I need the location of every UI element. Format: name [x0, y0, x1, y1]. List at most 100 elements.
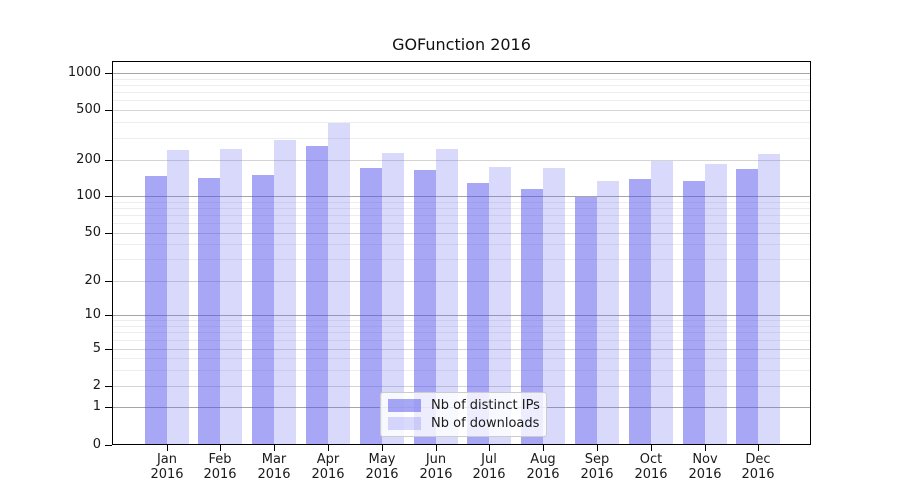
gridline-8 — [113, 326, 810, 327]
x-tick-mark-apr — [328, 445, 329, 451]
bar-feb-distinct-ips — [198, 178, 220, 444]
legend-row-downloads: Nb of downloads — [388, 416, 546, 431]
x-tick-month: Sep — [584, 452, 610, 467]
y-tick-mark-20 — [105, 281, 112, 282]
y-tick-label-2: 2 — [92, 378, 101, 393]
legend-row-distinct-ips: Nb of distinct IPs — [388, 398, 546, 413]
y-tick-label-0: 0 — [92, 437, 101, 452]
x-tick-year: 2016 — [203, 467, 237, 482]
bars-layer — [113, 62, 810, 444]
bar-aug-distinct-ips — [521, 189, 543, 444]
x-tick-label-nov: Nov 2016 — [673, 452, 737, 482]
bar-oct-downloads — [651, 161, 673, 444]
x-tick-mark-nov — [705, 445, 706, 451]
x-tick-label-feb: Feb 2016 — [188, 452, 252, 482]
gridline-700 — [113, 92, 810, 93]
gridline-100 — [113, 196, 810, 197]
x-tick-year: 2016 — [741, 467, 775, 482]
gridline-800 — [113, 85, 810, 86]
y-tick-mark-2 — [105, 386, 112, 387]
plot-area: Nb of distinct IPs Nb of downloads — [112, 61, 811, 445]
x-tick-year: 2016 — [365, 467, 399, 482]
gridline-90 — [113, 202, 810, 203]
x-tick-label-jun: Jun 2016 — [404, 452, 468, 482]
x-tick-mark-jul — [489, 445, 490, 451]
x-tick-month: May — [368, 452, 396, 467]
bar-apr-distinct-ips — [306, 146, 328, 444]
legend-label-distinct-ips: Nb of distinct IPs — [431, 398, 540, 413]
gridline-60 — [113, 223, 810, 224]
bar-sep-distinct-ips — [575, 197, 597, 444]
x-tick-label-aug: Aug 2016 — [511, 452, 575, 482]
gridline-5 — [113, 349, 810, 350]
x-tick-year: 2016 — [311, 467, 345, 482]
y-tick-label-10: 10 — [84, 307, 101, 322]
bar-jan-distinct-ips — [145, 176, 167, 444]
bar-mar-distinct-ips — [252, 175, 274, 444]
x-tick-year: 2016 — [580, 467, 614, 482]
bar-jun-downloads — [436, 149, 458, 444]
legend-swatch-downloads — [388, 417, 421, 430]
bar-jul-distinct-ips — [467, 183, 489, 444]
x-tick-month: Apr — [316, 452, 340, 467]
x-tick-mark-jun — [436, 445, 437, 451]
x-tick-year: 2016 — [257, 467, 291, 482]
x-tick-month: Jul — [481, 452, 497, 467]
gridline-50 — [113, 233, 810, 234]
gridline-400 — [113, 122, 810, 123]
gridline-600 — [113, 100, 810, 101]
bar-dec-distinct-ips — [736, 169, 758, 444]
x-tick-label-jan: Jan 2016 — [135, 452, 199, 482]
x-tick-month: Jun — [425, 452, 447, 467]
bar-feb-downloads — [220, 149, 242, 444]
y-tick-mark-1000 — [105, 73, 112, 74]
x-tick-mark-may — [382, 445, 383, 451]
bar-aug-downloads — [543, 168, 565, 444]
bar-nov-distinct-ips — [683, 181, 705, 444]
gridline-7 — [113, 332, 810, 333]
y-tick-mark-0 — [105, 445, 112, 446]
bar-jan-downloads — [167, 150, 189, 444]
x-tick-mark-dec — [758, 445, 759, 451]
gridline-30 — [113, 259, 810, 260]
x-tick-month: Jan — [156, 452, 178, 467]
x-tick-month: Aug — [530, 452, 556, 467]
gridline-6 — [113, 340, 810, 341]
x-tick-label-jul: Jul 2016 — [457, 452, 521, 482]
gridline-2 — [113, 386, 810, 387]
x-tick-month: Feb — [208, 452, 232, 467]
x-tick-mark-oct — [651, 445, 652, 451]
y-tick-label-1: 1 — [92, 399, 101, 414]
x-tick-label-apr: Apr 2016 — [296, 452, 360, 482]
gridline-10 — [113, 315, 810, 316]
x-tick-month: Oct — [639, 452, 663, 467]
y-tick-label-5: 5 — [92, 341, 101, 356]
y-tick-label-50: 50 — [84, 225, 101, 240]
bar-sep-downloads — [597, 181, 619, 444]
y-tick-mark-200 — [105, 160, 112, 161]
gridline-9 — [113, 320, 810, 321]
y-tick-mark-500 — [105, 110, 112, 111]
gridline-200 — [113, 160, 810, 161]
bar-jul-downloads — [489, 167, 511, 444]
bar-dec-downloads — [758, 154, 780, 444]
gridline-20 — [113, 281, 810, 282]
x-tick-year: 2016 — [472, 467, 506, 482]
x-tick-mark-jan — [167, 445, 168, 451]
bar-nov-downloads — [705, 164, 727, 444]
y-tick-label-20: 20 — [84, 273, 101, 288]
gridline-900 — [113, 79, 810, 80]
bar-apr-downloads — [328, 123, 350, 444]
y-tick-mark-5 — [105, 349, 112, 350]
x-tick-label-mar: Mar 2016 — [242, 452, 306, 482]
bar-oct-distinct-ips — [629, 179, 651, 444]
x-tick-label-sep: Sep 2016 — [565, 452, 629, 482]
x-tick-label-dec: Dec 2016 — [726, 452, 790, 482]
gridline-4 — [113, 358, 810, 359]
legend: Nb of distinct IPs Nb of downloads — [380, 392, 547, 437]
bar-jun-distinct-ips — [414, 170, 436, 444]
x-tick-month: Nov — [692, 452, 718, 467]
x-tick-mark-mar — [274, 445, 275, 451]
x-tick-mark-feb — [220, 445, 221, 451]
